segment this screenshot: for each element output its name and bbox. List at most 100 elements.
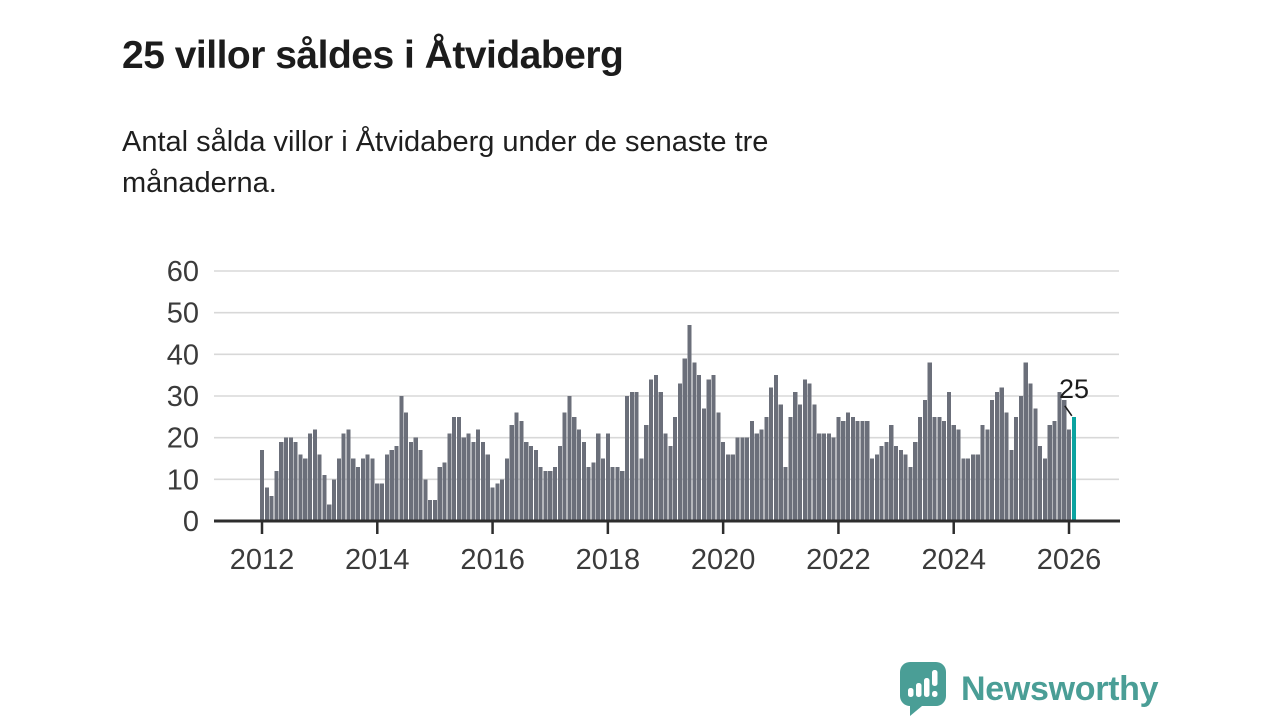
bar-3 — [274, 471, 279, 521]
x-axis-label-2024: 2024 — [921, 544, 986, 576]
bar-82 — [653, 375, 658, 521]
bar-22 — [365, 454, 370, 521]
bar-141 — [937, 416, 942, 521]
bar-34 — [423, 479, 428, 521]
page-title: 25 villor såldes i Åtvidaberg — [122, 34, 624, 78]
bar-58 — [538, 466, 543, 521]
bar-2 — [269, 496, 274, 521]
bar-134 — [903, 454, 908, 521]
bar-51 — [504, 458, 510, 521]
bar-132 — [894, 446, 899, 521]
bar-67 — [581, 441, 586, 521]
bar-100 — [740, 437, 745, 521]
bar-16 — [336, 458, 341, 521]
bar-5 — [283, 437, 289, 521]
bar-90 — [692, 362, 697, 521]
bar-92 — [701, 408, 706, 521]
bar-109 — [783, 466, 788, 521]
bar-124 — [855, 421, 860, 521]
bar-107 — [773, 375, 779, 521]
y-axis-label-60: 60 — [167, 256, 199, 288]
bar-79 — [639, 458, 644, 521]
bar-120 — [836, 416, 841, 521]
bar-144 — [951, 425, 956, 521]
bar-32 — [413, 437, 418, 521]
bar-60 — [548, 471, 553, 521]
bar-24 — [375, 483, 380, 521]
bar-52 — [509, 425, 514, 521]
bar-138 — [922, 400, 927, 521]
bar-15 — [332, 479, 337, 521]
bar-158 — [1018, 396, 1024, 521]
bar-33 — [418, 450, 423, 521]
bar-28 — [394, 446, 399, 521]
bar-40 — [452, 416, 457, 521]
bar-64 — [567, 396, 572, 521]
x-axis-label-2018: 2018 — [576, 544, 641, 576]
x-axis-label-2012: 2012 — [230, 544, 295, 576]
exclamation-stem — [932, 670, 938, 686]
bar-59 — [543, 471, 548, 521]
bar-157 — [1014, 416, 1019, 521]
leader-line — [1064, 405, 1073, 417]
bar-164 — [1047, 425, 1052, 521]
x-axis-label-2020: 2020 — [691, 544, 756, 576]
axis-labels: 0 10 20 30 40 50 60 2012 2014 2016 2018 2020 2022 202… — [167, 256, 1102, 576]
bar-130 — [884, 441, 889, 521]
bar-163 — [1042, 458, 1048, 521]
bar-119 — [831, 437, 836, 521]
bar-81 — [649, 379, 654, 521]
bar-126 — [865, 421, 870, 521]
bar-106 — [769, 387, 774, 521]
bar-69 — [591, 462, 596, 521]
bar-153 — [994, 391, 999, 521]
bar-30 — [404, 412, 409, 521]
bar-43 — [466, 433, 471, 521]
bar-20 — [356, 466, 361, 521]
bar-37 — [437, 466, 442, 521]
bar-84 — [663, 433, 668, 521]
bar-137 — [918, 416, 923, 521]
bar-83 — [658, 391, 663, 521]
y-axis-label-40: 40 — [167, 339, 199, 371]
bar-77 — [629, 391, 634, 521]
bar-18 — [346, 429, 351, 521]
subtitle-line-1: Antal sålda villor i Åtvidaberg under de… — [122, 126, 769, 158]
bar-1 — [264, 487, 269, 521]
last-bar-value-label: 25 — [1059, 374, 1090, 404]
bar-116 — [817, 433, 822, 521]
bar-154 — [999, 387, 1004, 521]
bar-42 — [461, 437, 466, 521]
bar-49 — [495, 483, 500, 521]
bar-156 — [1009, 450, 1014, 521]
bar-97 — [725, 454, 730, 521]
bar-4 — [279, 441, 284, 521]
bar-113 — [802, 379, 807, 521]
bar-103 — [754, 433, 759, 521]
bar-14 — [327, 504, 332, 521]
bar-91 — [697, 375, 702, 521]
x-axis-label-2026: 2026 — [1037, 544, 1102, 576]
bar-19 — [351, 458, 356, 521]
bar-159 — [1023, 362, 1028, 521]
bar-147 — [966, 458, 971, 521]
exclamation-dot — [932, 691, 938, 697]
bar-167 — [1062, 400, 1067, 521]
bar-53 — [514, 412, 519, 521]
highlighted-bar — [1071, 416, 1076, 521]
subtitle-line-2: månaderna. — [122, 167, 277, 200]
bar-12 — [317, 454, 322, 521]
bar-162 — [1038, 446, 1043, 521]
bar-9 — [303, 458, 308, 521]
bar-66 — [576, 429, 582, 521]
bar-88 — [682, 358, 687, 521]
bar-75 — [620, 471, 625, 521]
bar-76 — [625, 396, 630, 521]
bar-54 — [519, 421, 524, 521]
bar-152 — [990, 400, 995, 521]
bar-114 — [807, 383, 812, 521]
x-axis-label-2022: 2022 — [806, 544, 871, 576]
bar-110 — [788, 416, 793, 521]
bar-129 — [879, 446, 884, 521]
